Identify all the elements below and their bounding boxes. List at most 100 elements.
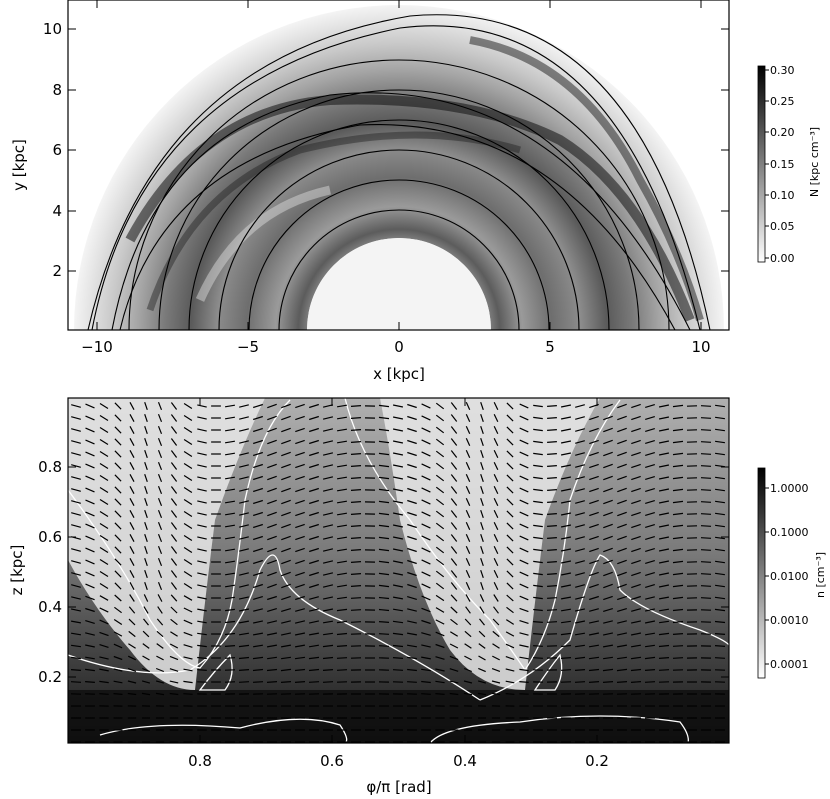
velocity-vector	[144, 570, 148, 578]
velocity-vector	[336, 620, 348, 624]
velocity-vector	[480, 414, 484, 422]
velocity-vector	[281, 451, 291, 457]
velocity-vector	[519, 547, 529, 553]
velocity-vector	[450, 462, 458, 470]
velocity-vector	[631, 499, 641, 505]
velocity-vector	[99, 582, 109, 590]
velocity-vector	[113, 631, 123, 637]
velocity-vector	[407, 571, 417, 577]
velocity-vector	[308, 681, 320, 683]
velocity-vector	[183, 680, 193, 684]
velocity-vector	[533, 536, 543, 540]
velocity-vector	[337, 464, 347, 468]
velocity-vector	[129, 570, 135, 578]
velocity-vector	[128, 643, 136, 649]
velocity-vector	[309, 596, 319, 600]
velocity-vector	[603, 547, 613, 553]
velocity-vector	[561, 620, 571, 624]
velocity-vector	[114, 606, 122, 614]
velocity-vector	[505, 643, 515, 649]
velocity-vector	[493, 498, 499, 506]
velocity-vector	[480, 474, 484, 482]
velocity-vector	[99, 402, 109, 410]
velocity-vector	[239, 488, 249, 492]
velocity-vector	[560, 524, 572, 528]
colorbar-tick-label: 0.1000	[770, 526, 809, 539]
velocity-vector	[465, 509, 471, 519]
velocity-vector	[71, 452, 81, 456]
velocity-vector	[114, 402, 122, 410]
velocity-vector	[658, 657, 670, 659]
velocity-vector	[450, 414, 458, 422]
velocity-vector	[295, 583, 305, 589]
velocity-vector	[644, 608, 656, 612]
velocity-vector	[480, 402, 484, 410]
velocity-vector	[295, 547, 305, 553]
velocity-vector	[519, 427, 529, 433]
velocity-vector	[239, 584, 249, 588]
velocity-vector	[392, 572, 404, 576]
velocity-vector	[547, 489, 557, 491]
velocity-vector	[239, 632, 249, 636]
velocity-vector	[142, 667, 150, 673]
velocity-vector	[295, 463, 305, 469]
velocity-vector	[700, 417, 712, 419]
velocity-vector	[336, 669, 348, 671]
velocity-vector	[127, 668, 137, 672]
velocity-vector	[714, 608, 726, 612]
velocity-vector	[225, 536, 235, 540]
velocity-vector	[157, 473, 163, 483]
velocity-vector	[603, 427, 613, 433]
velocity-vector	[169, 692, 179, 696]
velocity-vector	[465, 533, 471, 543]
velocity-vector	[480, 558, 484, 566]
velocity-vector	[350, 489, 362, 491]
y-tick-label: 0.8	[38, 458, 62, 476]
velocity-vector	[672, 608, 684, 612]
velocity-vector	[547, 513, 557, 515]
velocity-vector	[700, 537, 712, 539]
velocity-vector	[645, 404, 655, 408]
bottom-x-ticks	[199, 398, 598, 743]
velocity-vector	[322, 476, 334, 480]
top-inner-hole	[307, 238, 491, 330]
velocity-vector	[588, 632, 600, 636]
velocity-vector	[322, 536, 334, 540]
velocity-vector	[225, 572, 235, 576]
velocity-vector	[281, 463, 291, 469]
velocity-vector	[70, 620, 82, 624]
velocity-vector	[560, 536, 572, 540]
velocity-vector	[589, 547, 599, 553]
velocity-vector	[463, 680, 473, 684]
velocity-vector	[144, 522, 148, 530]
velocity-vector	[658, 632, 670, 636]
velocity-vector	[295, 559, 305, 565]
velocity-vector	[337, 500, 347, 504]
velocity-vector	[602, 644, 614, 648]
velocity-vector	[253, 511, 263, 517]
velocity-vector	[224, 620, 236, 624]
velocity-vector	[519, 668, 529, 672]
velocity-vector	[450, 558, 458, 566]
x-tick-label: 0.2	[585, 752, 609, 770]
velocity-vector	[519, 487, 529, 493]
velocity-vector	[589, 571, 599, 577]
velocity-vector	[267, 511, 277, 517]
velocity-vector	[378, 584, 390, 588]
velocity-vector	[281, 656, 291, 660]
velocity-vector	[493, 546, 499, 554]
velocity-vector	[480, 510, 484, 518]
velocity-vector	[143, 594, 149, 602]
velocity-vector	[715, 440, 725, 444]
velocity-vector	[392, 548, 404, 552]
velocity-vector	[114, 438, 122, 446]
velocity-vector	[337, 476, 347, 480]
velocity-vector	[337, 416, 347, 420]
velocity-vector	[295, 487, 305, 493]
velocity-vector	[589, 463, 599, 469]
velocity-vector	[85, 656, 95, 660]
velocity-vector	[560, 584, 572, 588]
velocity-vector	[267, 463, 277, 469]
colorbar-tick-label: 0.0100	[770, 570, 809, 583]
